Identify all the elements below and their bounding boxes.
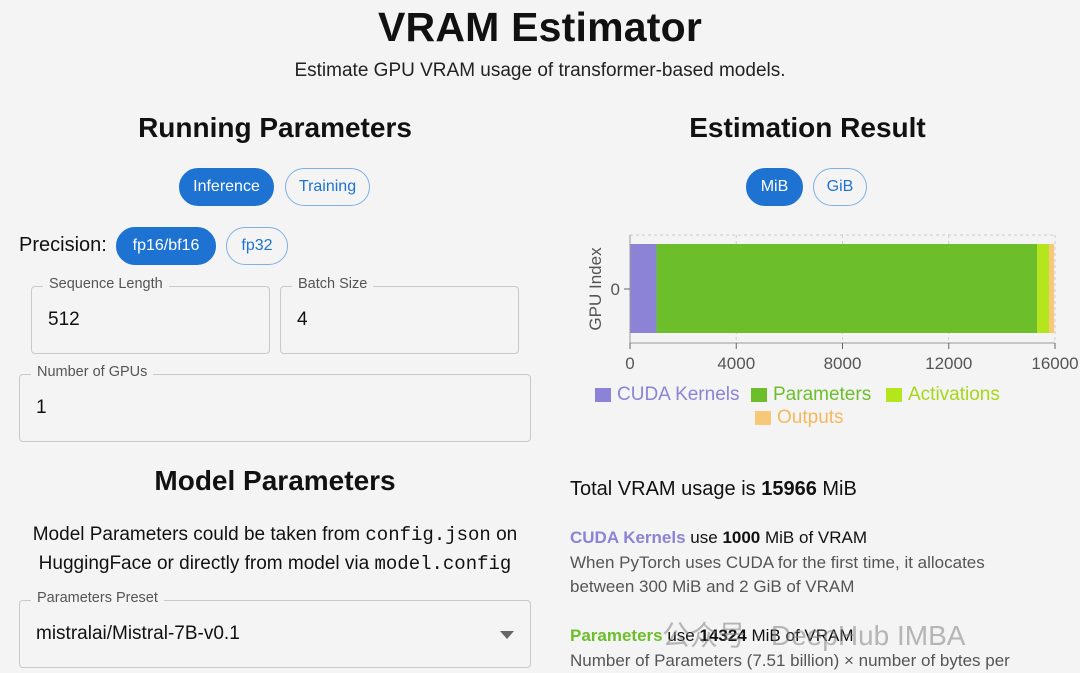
desc-text-3: HuggingFace or directly from model via (38, 553, 375, 574)
dropdown-arrow-icon (500, 631, 514, 639)
model-parameters-description-line2: HuggingFace or directly from model via m… (0, 553, 550, 575)
legend-swatch-outputs (755, 411, 771, 425)
desc-text-2: on (490, 524, 518, 545)
legend-label-parameters: Parameters (773, 384, 872, 405)
cuda-description-1: When PyTorch uses CUDA for the first tim… (570, 553, 985, 572)
vram-chart: 0 GPU Index 0 4000 8000 12000 16000 (586, 234, 1079, 373)
number-of-gpus-field[interactable]: Number of GPUs 1 (19, 364, 531, 442)
params-value: 14324 (699, 626, 747, 645)
total-prefix: Total VRAM usage is (570, 478, 762, 500)
precision-fp16-bf16-button[interactable]: fp16/bf16 (116, 227, 216, 265)
total-unit: MiB (816, 478, 857, 500)
x-tick-label-2: 8000 (824, 354, 862, 373)
parameters-usage-line: Parameters use 14324 MiB of VRAM (570, 626, 854, 646)
x-tick-label-0: 0 (625, 354, 634, 373)
desc-text-1: Model Parameters could be taken from (32, 524, 366, 545)
legend-swatch-parameters (751, 388, 767, 402)
legend-label-cuda: CUDA Kernels (617, 384, 740, 405)
params-suffix: MiB of VRAM (746, 626, 854, 645)
sequence-length-label: Sequence Length (43, 276, 169, 292)
sequence-length-value: 512 (48, 309, 80, 330)
page-title: VRAM Estimator (377, 4, 702, 50)
model-parameters-description-line1: Model Parameters could be taken from con… (0, 524, 550, 546)
params-name: Parameters (570, 626, 663, 645)
cuda-usage-line: CUDA Kernels use 1000 MiB of VRAM (570, 528, 867, 548)
running-parameters-title: Running Parameters (138, 112, 412, 143)
x-ticks: 0 4000 8000 12000 16000 (625, 343, 1079, 373)
y-tick-label: 0 (611, 280, 620, 299)
parameters-description: Number of Parameters (7.51 billion) × nu… (570, 651, 1010, 670)
x-tick-label-1: 4000 (717, 354, 755, 373)
number-of-gpus-value: 1 (36, 397, 47, 418)
bar-segment-activations (1037, 244, 1049, 333)
total-vram-text: Total VRAM usage is 15966 MiB (570, 478, 857, 501)
x-tick-label-3: 12000 (925, 354, 972, 373)
sequence-length-field[interactable]: Sequence Length 512 (31, 276, 270, 354)
legend-swatch-cuda (595, 388, 611, 402)
bar-segment-outputs (1048, 244, 1055, 333)
bar-segment-cuda-kernels (630, 244, 657, 333)
legend-item-cuda: CUDA Kernels (595, 384, 740, 406)
legend-label-outputs: Outputs (777, 407, 844, 428)
legend-item-activations: Activations (886, 384, 1000, 406)
legend-item-parameters: Parameters (751, 384, 871, 406)
y-axis-label: GPU Index (586, 247, 605, 331)
total-value: 15966 (761, 478, 817, 500)
legend-item-outputs: Outputs (755, 407, 844, 429)
watermark: 公众号 · DeepHub IMBA (662, 620, 966, 651)
cuda-description-2: between 300 MiB and 2 GiB of VRAM (570, 577, 855, 596)
parameters-preset-value: mistralai/Mistral-7B-v0.1 (36, 623, 240, 644)
batch-size-value: 4 (297, 309, 308, 330)
unit-mib-button[interactable]: MiB (746, 168, 803, 206)
tab-training[interactable]: Training (285, 168, 370, 206)
cuda-suffix: MiB of VRAM (760, 528, 868, 547)
model-parameters-title: Model Parameters (154, 465, 396, 496)
precision-label: Precision: (19, 234, 107, 256)
config-json-code: config.json (365, 524, 491, 546)
batch-size-label: Batch Size (292, 276, 374, 292)
parameters-preset-select[interactable]: Parameters Preset mistralai/Mistral-7B-v… (19, 590, 531, 668)
cuda-value: 1000 (722, 528, 761, 547)
precision-fp32-button[interactable]: fp32 (226, 227, 288, 265)
batch-size-field[interactable]: Batch Size 4 (280, 276, 519, 354)
legend-label-activations: Activations (908, 384, 1000, 405)
cuda-use: use (685, 528, 723, 547)
x-tick-label-4: 16000 (1031, 354, 1078, 373)
model-config-code: model.config (374, 553, 512, 575)
unit-gib-button[interactable]: GiB (813, 168, 867, 206)
estimation-result-title: Estimation Result (689, 112, 926, 143)
chart-bars (630, 244, 1055, 333)
page-subtitle: Estimate GPU VRAM usage of transformer-b… (294, 60, 786, 81)
parameters-preset-label: Parameters Preset (31, 590, 164, 606)
bar-segment-parameters (656, 244, 1038, 333)
params-use: use (662, 626, 700, 645)
number-of-gpus-label: Number of GPUs (31, 364, 154, 380)
tab-inference[interactable]: Inference (179, 168, 274, 206)
legend-swatch-activations (886, 388, 902, 402)
cuda-name: CUDA Kernels (570, 528, 686, 547)
